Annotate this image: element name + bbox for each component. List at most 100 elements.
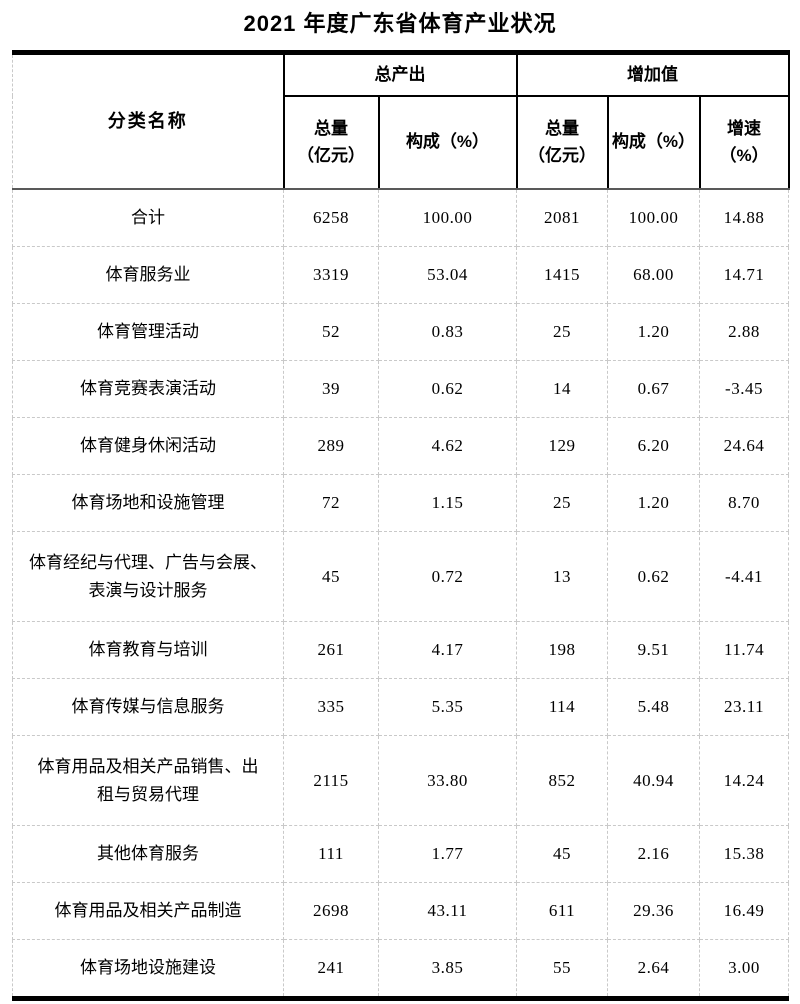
row-output-total: 261 xyxy=(283,621,379,679)
row-growth: 2.88 xyxy=(698,303,790,361)
table-row: 体育服务业 3319 53.04 1415 68.00 14.71 xyxy=(12,246,790,304)
row-category: 体育健身休闲活动 xyxy=(12,417,284,475)
row-output-share: 3.85 xyxy=(378,939,517,999)
row-growth: 16.49 xyxy=(698,882,790,940)
row-category: 体育教育与培训 xyxy=(12,621,284,679)
row-added-share: 68.00 xyxy=(607,246,700,304)
row-output-total: 52 xyxy=(283,303,379,361)
header-growth: 增速 （%） xyxy=(698,95,790,190)
row-growth: -4.41 xyxy=(698,531,790,622)
table-row: 体育用品及相关产品制造 2698 43.11 611 29.36 16.49 xyxy=(12,882,790,940)
header-added-share: 构成（%） xyxy=(606,95,701,190)
row-growth: 14.24 xyxy=(698,735,790,826)
table-row: 其他体育服务 111 1.77 45 2.16 15.38 xyxy=(12,825,790,883)
row-added-total: 129 xyxy=(516,417,608,475)
table-header: 分类名称 总产出 增加值 总量 （亿元） 构成（%） 总量 （亿元） 构成（%）… xyxy=(12,51,790,190)
table-row: 体育管理活动 52 0.83 25 1.20 2.88 xyxy=(12,303,790,361)
row-output-share: 53.04 xyxy=(378,246,517,304)
header-group-row: 分类名称 总产出 增加值 xyxy=(12,51,790,190)
row-output-total: 3319 xyxy=(283,246,379,304)
row-output-share: 1.15 xyxy=(378,474,517,532)
row-added-share: 0.67 xyxy=(607,360,700,418)
row-category: 合计 xyxy=(12,188,284,247)
row-added-total: 1415 xyxy=(516,246,608,304)
row-added-share: 100.00 xyxy=(607,188,700,247)
row-growth: 11.74 xyxy=(698,621,790,679)
header-group-added-value: 增加值 xyxy=(515,51,790,97)
row-output-share: 0.83 xyxy=(378,303,517,361)
row-output-total: 45 xyxy=(283,531,379,622)
header-output-share: 构成（%） xyxy=(377,95,518,190)
header-category: 分类名称 xyxy=(12,51,285,190)
row-growth: 15.38 xyxy=(698,825,790,883)
row-output-total: 111 xyxy=(283,825,379,883)
row-added-total: 2081 xyxy=(516,188,608,247)
row-added-total: 14 xyxy=(516,360,608,418)
row-growth: 8.70 xyxy=(698,474,790,532)
row-growth: 14.88 xyxy=(698,188,790,247)
table-row: 体育传媒与信息服务 335 5.35 114 5.48 23.11 xyxy=(12,678,790,736)
row-growth: -3.45 xyxy=(698,360,790,418)
row-output-share: 100.00 xyxy=(378,188,517,247)
row-added-share: 2.64 xyxy=(607,939,700,999)
table-row: 合计 6258 100.00 2081 100.00 14.88 xyxy=(12,188,790,247)
table-row: 体育场地和设施管理 72 1.15 25 1.20 8.70 xyxy=(12,474,790,532)
row-added-share: 5.48 xyxy=(607,678,700,736)
table-row: 体育经纪与代理、广告与会展、 表演与设计服务 45 0.72 13 0.62 -… xyxy=(12,531,790,622)
row-growth: 24.64 xyxy=(698,417,790,475)
row-added-share: 2.16 xyxy=(607,825,700,883)
row-added-share: 0.62 xyxy=(607,531,700,622)
row-added-total: 611 xyxy=(516,882,608,940)
sports-industry-table: 分类名称 总产出 增加值 总量 （亿元） 构成（%） 总量 （亿元） 构成（%）… xyxy=(12,50,790,1001)
row-output-total: 72 xyxy=(283,474,379,532)
row-added-total: 25 xyxy=(516,474,608,532)
header-sub-row: 总量 （亿元） 构成（%） 总量 （亿元） 构成（%） 增速 （%） xyxy=(13,95,790,190)
page-title: 2021 年度广东省体育产业状况 xyxy=(243,11,557,36)
row-growth: 23.11 xyxy=(698,678,790,736)
row-added-share: 1.20 xyxy=(607,303,700,361)
table-row: 体育健身休闲活动 289 4.62 129 6.20 24.64 xyxy=(12,417,790,475)
row-output-share: 5.35 xyxy=(378,678,517,736)
row-added-share: 6.20 xyxy=(607,417,700,475)
header-group-total-output: 总产出 xyxy=(282,51,518,97)
row-category: 体育服务业 xyxy=(12,246,284,304)
row-output-share: 33.80 xyxy=(378,735,517,826)
row-output-total: 39 xyxy=(283,360,379,418)
row-category: 体育用品及相关产品销售、出 租与贸易代理 xyxy=(12,735,284,826)
row-added-share: 1.20 xyxy=(607,474,700,532)
row-added-share: 9.51 xyxy=(607,621,700,679)
row-category: 体育竞赛表演活动 xyxy=(12,360,284,418)
row-category: 体育经纪与代理、广告与会展、 表演与设计服务 xyxy=(12,531,284,622)
row-added-total: 13 xyxy=(516,531,608,622)
row-output-total: 2115 xyxy=(283,735,379,826)
row-added-total: 114 xyxy=(516,678,608,736)
row-added-total: 852 xyxy=(516,735,608,826)
row-output-share: 4.17 xyxy=(378,621,517,679)
table-row: 体育教育与培训 261 4.17 198 9.51 11.74 xyxy=(12,621,790,679)
row-added-total: 55 xyxy=(516,939,608,999)
row-output-total: 6258 xyxy=(283,188,379,247)
row-added-share: 40.94 xyxy=(607,735,700,826)
table-body: 合计 6258 100.00 2081 100.00 14.88 体育服务业 3… xyxy=(12,188,790,999)
row-output-share: 0.62 xyxy=(378,360,517,418)
header-output-total: 总量 （亿元） xyxy=(282,95,380,190)
row-category: 体育场地和设施管理 xyxy=(12,474,284,532)
row-growth: 14.71 xyxy=(698,246,790,304)
table-row: 体育场地设施建设 241 3.85 55 2.64 3.00 xyxy=(12,939,790,999)
row-category: 体育用品及相关产品制造 xyxy=(12,882,284,940)
row-output-share: 4.62 xyxy=(378,417,517,475)
row-category: 其他体育服务 xyxy=(12,825,284,883)
row-output-total: 335 xyxy=(283,678,379,736)
row-added-share: 29.36 xyxy=(607,882,700,940)
row-category: 体育管理活动 xyxy=(12,303,284,361)
row-growth: 3.00 xyxy=(698,939,790,999)
row-output-total: 241 xyxy=(283,939,379,999)
row-output-share: 43.11 xyxy=(378,882,517,940)
row-output-share: 1.77 xyxy=(378,825,517,883)
table-row: 体育竞赛表演活动 39 0.62 14 0.67 -3.45 xyxy=(12,360,790,418)
header-added-total: 总量 （亿元） xyxy=(515,95,609,190)
row-category: 体育场地设施建设 xyxy=(12,939,284,999)
row-output-share: 0.72 xyxy=(378,531,517,622)
row-added-total: 25 xyxy=(516,303,608,361)
